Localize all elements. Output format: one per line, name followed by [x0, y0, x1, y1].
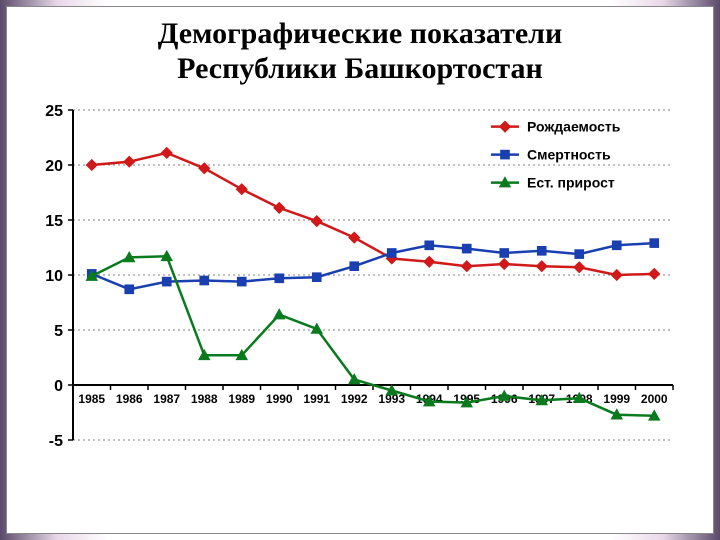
legend-row: Рождаемость: [491, 119, 621, 135]
marker-diamond: [500, 121, 511, 132]
x-tick-label: 1990: [266, 392, 293, 406]
marker-diamond: [611, 270, 622, 281]
x-tick-label: 1989: [228, 392, 255, 406]
marker-square: [237, 277, 246, 286]
marker-square: [612, 241, 621, 250]
legend-label: Смертность: [527, 147, 611, 163]
decorative-frame: Демографические показатели Республики Ба…: [0, 0, 720, 540]
marker-square: [275, 274, 284, 283]
marker-diamond: [649, 269, 660, 280]
marker-square: [162, 277, 171, 286]
x-tick-label: 1987: [153, 392, 180, 406]
marker-diamond: [274, 203, 285, 214]
marker-square: [650, 239, 659, 248]
marker-diamond: [161, 148, 172, 159]
y-tick-label: 10: [45, 268, 63, 285]
marker-diamond: [236, 184, 247, 195]
x-tick-label: 2000: [641, 392, 668, 406]
marker-square: [501, 150, 510, 159]
marker-diamond: [499, 259, 510, 270]
marker-square: [312, 273, 321, 282]
title-line-2: Республики Башкортостан: [177, 52, 543, 85]
legend-label: Рождаемость: [527, 119, 621, 135]
series-line: [92, 153, 655, 275]
marker-triangle: [274, 309, 285, 319]
x-tick-label: 1988: [191, 392, 218, 406]
legend-row: Ест. прирост: [491, 175, 615, 191]
x-tick-label: 1992: [341, 392, 368, 406]
marker-diamond: [574, 262, 585, 273]
marker-diamond: [424, 256, 435, 267]
marker-square: [575, 250, 584, 259]
marker-square: [200, 276, 209, 285]
x-tick-label: 1985: [78, 392, 105, 406]
marker-diamond: [536, 261, 547, 272]
x-tick-label: 1999: [603, 392, 630, 406]
legend-label: Ест. прирост: [527, 175, 615, 191]
marker-square: [500, 249, 509, 258]
line-chart: -5 0 5 10 15 20 25 1985 1986 1987 1988 1989 1990 1991…: [25, 104, 695, 494]
y-tick-label: 25: [45, 104, 63, 120]
slide-body: Демографические показатели Республики Ба…: [6, 6, 714, 534]
marker-square: [350, 262, 359, 271]
marker-square: [537, 246, 546, 255]
legend-row: Смертность: [491, 147, 611, 163]
y-tick-label: 15: [45, 213, 63, 230]
y-tick-label: 20: [45, 158, 63, 175]
marker-diamond: [349, 232, 360, 243]
y-tick-label: 5: [54, 323, 63, 340]
marker-square: [425, 241, 434, 250]
x-tick-label: 1986: [116, 392, 143, 406]
marker-square: [462, 244, 471, 253]
marker-square: [125, 285, 134, 294]
chart-svg: -5 0 5 10 15 20 25 1985 1986 1987 1988 1989 1990 1991…: [25, 104, 685, 494]
marker-diamond: [86, 160, 97, 171]
title-line-1: Демографические показатели: [158, 17, 563, 50]
x-tick-label: 1991: [303, 392, 330, 406]
marker-diamond: [461, 261, 472, 272]
y-tick-label: 0: [54, 378, 63, 395]
y-tick-label: -5: [49, 433, 63, 450]
chart-title: Демографические показатели Республики Ба…: [25, 17, 695, 86]
marker-square: [387, 249, 396, 258]
marker-diamond: [311, 216, 322, 227]
